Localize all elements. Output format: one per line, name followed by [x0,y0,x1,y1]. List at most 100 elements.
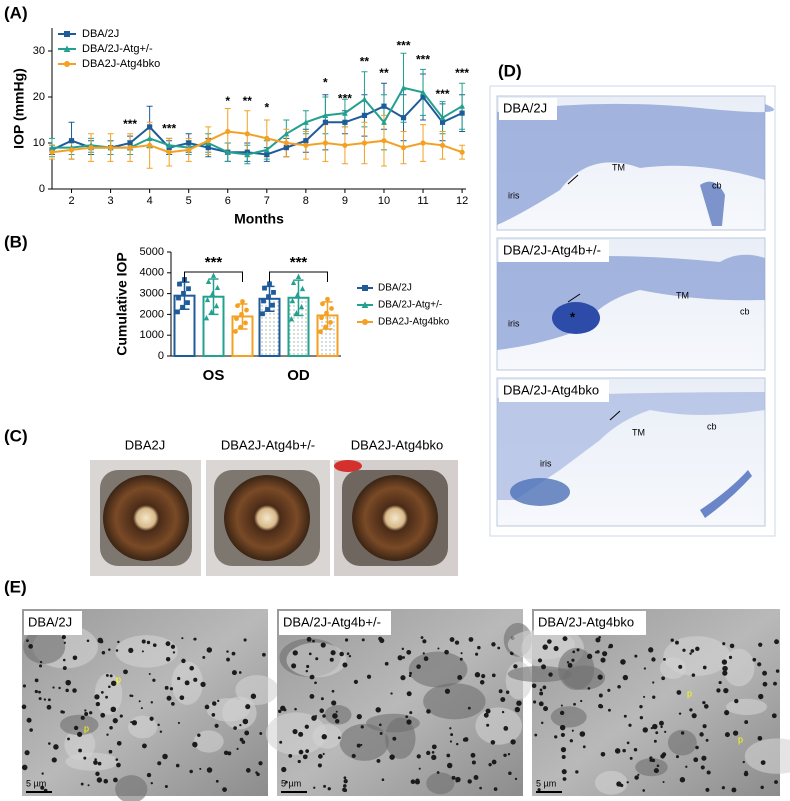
granule [617,684,621,689]
marker [214,284,221,291]
granule [100,712,106,718]
granule [278,709,282,713]
granule [356,713,362,720]
granule [406,691,412,697]
y-axis-label: Cumulative IOP [114,252,130,355]
marker [318,329,323,335]
granule [279,740,283,744]
eye [352,475,438,561]
granule [322,752,325,755]
marker [205,138,211,144]
granule [149,716,154,721]
marker [264,135,270,141]
cell [550,706,587,728]
marker [303,138,309,144]
granule [431,744,437,750]
granule [409,711,413,715]
granule [539,688,543,692]
granule [488,762,492,767]
granule [327,787,331,791]
granule [436,771,440,774]
granule [86,639,90,643]
granule [356,743,361,748]
granule [309,693,315,699]
granule [662,780,665,783]
cell [558,647,595,691]
granule [732,730,739,736]
marker [208,308,215,315]
granule [405,715,409,719]
granule [331,700,337,706]
cell [64,728,96,761]
granule [455,776,461,783]
granule [653,768,659,774]
granule [653,739,657,743]
marker [209,290,216,297]
granule [159,730,163,733]
granule [379,732,383,735]
cell [312,724,342,749]
significance: ** [379,66,389,80]
image-label: DBA2J-Atg4b+/- [221,437,315,452]
marker [328,319,333,325]
marker [293,310,300,316]
granule [291,663,297,669]
granule [323,784,327,788]
granule [40,785,45,790]
granule [46,704,52,710]
granule [700,765,705,770]
cell [635,758,668,777]
granule [675,755,680,759]
x-tick-label: 3 [108,195,114,207]
granule [366,674,372,679]
granule [292,650,298,656]
granule [381,778,385,782]
granule [493,787,498,791]
marker [322,140,328,146]
marker [240,299,245,304]
granule [491,759,497,765]
granule [113,777,118,783]
cell [423,683,486,720]
marker [325,296,330,302]
granule [774,639,780,645]
granule [305,669,309,673]
granule [26,717,32,723]
granule [184,680,190,686]
significance: *** [416,52,430,66]
granule [757,662,762,667]
marker [234,316,239,322]
marker [459,149,465,155]
granule [431,751,435,754]
image-label: DBA/2J-Atg4bko [503,382,599,397]
granule [138,700,141,703]
granule [112,718,118,724]
granule [656,764,660,768]
significance-bracket [184,271,243,282]
granule [93,760,98,765]
granule [540,721,544,725]
granule [239,723,242,727]
granule [306,664,310,669]
granule [600,751,606,757]
y-tick-label: 2000 [140,308,164,320]
granule [547,639,552,644]
granule [72,688,77,693]
granule [622,748,626,753]
marker [264,151,270,158]
granule [231,651,236,656]
panel-label: (D) [498,61,522,80]
granule [505,690,510,694]
significance-bracket [269,271,328,282]
marker [361,140,368,146]
granule [680,731,685,735]
marker [420,140,426,146]
granule [215,779,219,783]
granule [416,664,421,669]
granule [598,703,603,709]
legend-label: DBA2J-Atg4bko [378,317,450,328]
granule [119,714,123,718]
annotation: TM [612,162,625,172]
annotation: * [570,309,576,324]
cell [206,698,250,722]
